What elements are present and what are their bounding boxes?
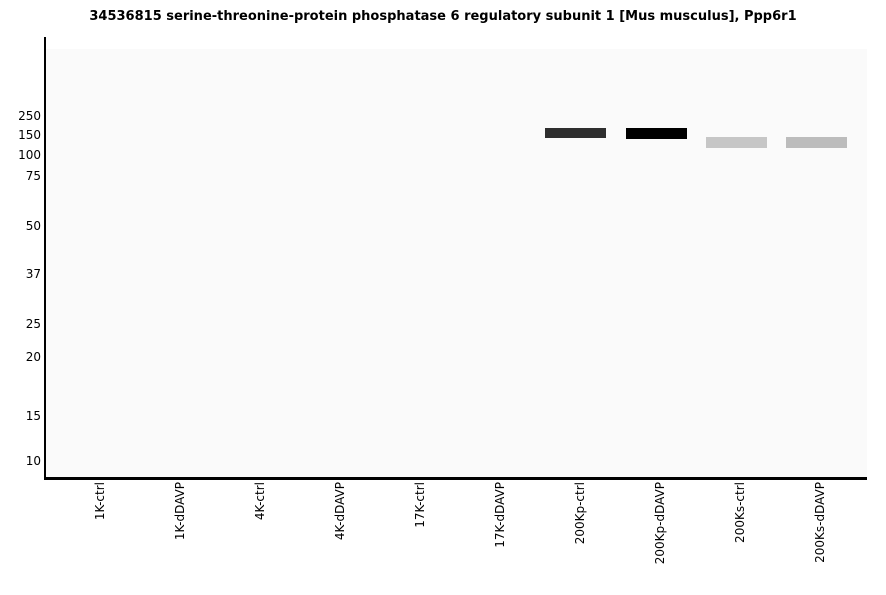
y-tick-label-100: 100 <box>18 148 41 162</box>
y-tick-label-37: 37 <box>25 267 41 281</box>
y-tick-label-25: 25 <box>25 317 41 331</box>
y-tick-label-15: 15 <box>25 409 41 423</box>
blot-band-200Ks-dDAVP <box>786 137 847 148</box>
lane-label-4K-dDAVP: 4K-dDAVP <box>333 482 347 541</box>
chart-title: 34536815 serine-threonine-protein phosph… <box>89 9 797 24</box>
lane-label-200Ks-dDAVP: 200Ks-dDAVP <box>813 482 827 563</box>
lane-label-1K-dDAVP: 1K-dDAVP <box>173 482 187 541</box>
y-tick-label-250: 250 <box>18 109 41 123</box>
blot-band-200Ks-ctrl <box>706 137 767 148</box>
lane-label-17K-dDAVP: 17K-dDAVP <box>493 482 507 548</box>
blot-band-200Kp-ctrl <box>545 128 606 138</box>
lane-label-200Kp-ctrl: 200Kp-ctrl <box>573 482 587 545</box>
lane-label-200Kp-dDAVP: 200Kp-dDAVP <box>653 482 667 565</box>
y-tick-label-20: 20 <box>25 350 41 364</box>
x-axis-line <box>44 477 867 480</box>
y-tick-label-150: 150 <box>18 128 41 142</box>
y-axis-line <box>44 37 46 480</box>
blot-band-200Kp-dDAVP <box>626 128 687 139</box>
lane-label-4K-ctrl: 4K-ctrl <box>253 482 267 521</box>
y-tick-label-10: 10 <box>25 454 41 468</box>
y-tick-label-50: 50 <box>25 219 41 233</box>
lane-label-17K-ctrl: 17K-ctrl <box>413 482 427 528</box>
plot-area <box>46 49 867 478</box>
lane-label-1K-ctrl: 1K-ctrl <box>93 482 107 521</box>
y-tick-label-75: 75 <box>25 169 41 183</box>
lane-label-200Ks-ctrl: 200Ks-ctrl <box>733 482 747 543</box>
